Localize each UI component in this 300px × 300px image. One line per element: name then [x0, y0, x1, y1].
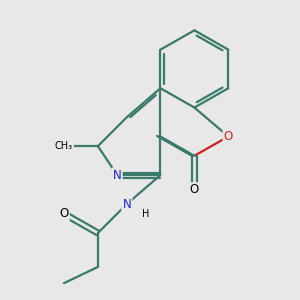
Text: O: O	[190, 183, 199, 196]
Text: N: N	[113, 169, 122, 182]
Text: O: O	[224, 130, 233, 143]
Text: O: O	[59, 207, 68, 220]
Text: H: H	[142, 209, 150, 219]
Text: N: N	[122, 197, 131, 211]
Text: CH₃: CH₃	[55, 141, 73, 151]
